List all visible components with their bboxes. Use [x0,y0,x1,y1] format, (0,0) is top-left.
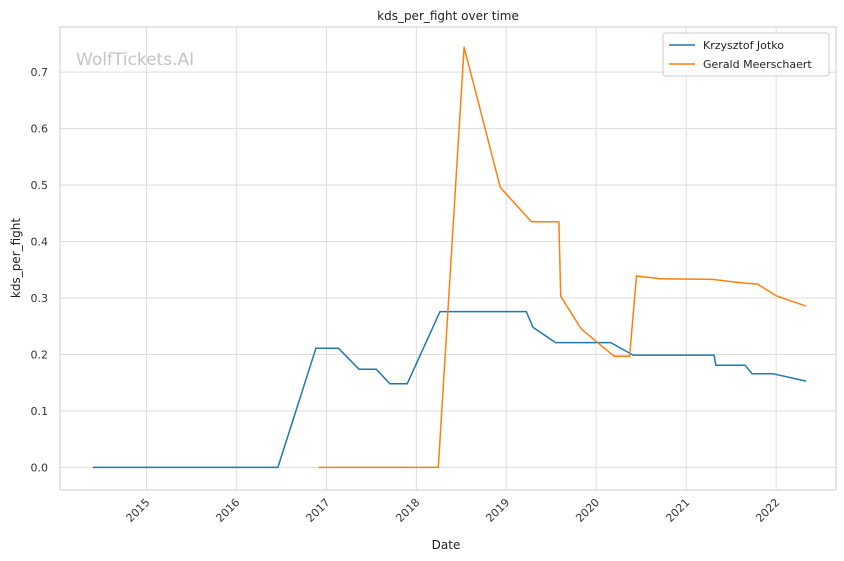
y-axis-ticks: 0.0 0.1 0.2 0.3 0.4 0.5 0.6 0.7 [31,66,49,474]
series-line-krzysztof-jotko [92,310,807,469]
y-tick-label: 0.7 [31,66,49,79]
plot-area [60,27,836,490]
series-line-gerald-meerschaert [318,46,807,469]
y-tick-label: 0.4 [31,236,49,249]
legend-box [662,32,830,77]
series-lines [92,46,807,469]
chart-title: kds_per_fight over time [377,9,519,23]
legend-label-gerald-meerschaert: Gerald Meerschaert [703,58,812,71]
legend: Krzysztof Jotko Gerald Meerschaert [662,32,830,77]
y-tick-label: 0.6 [31,123,49,136]
watermark: WolfTickets.AI [76,50,194,70]
y-tick-label: 0.3 [31,292,49,305]
y-tick-label: 0.2 [31,348,49,361]
y-tick-label: 0.1 [31,405,49,418]
y-axis-label: kds_per_fight [9,218,23,299]
y-tick-label: 0.0 [31,461,49,474]
legend-label-krzysztof-jotko: Krzysztof Jotko [703,39,784,52]
plot-frame [59,26,837,491]
y-tick-label: 0.5 [31,179,49,192]
x-axis-label: Date [432,538,461,552]
